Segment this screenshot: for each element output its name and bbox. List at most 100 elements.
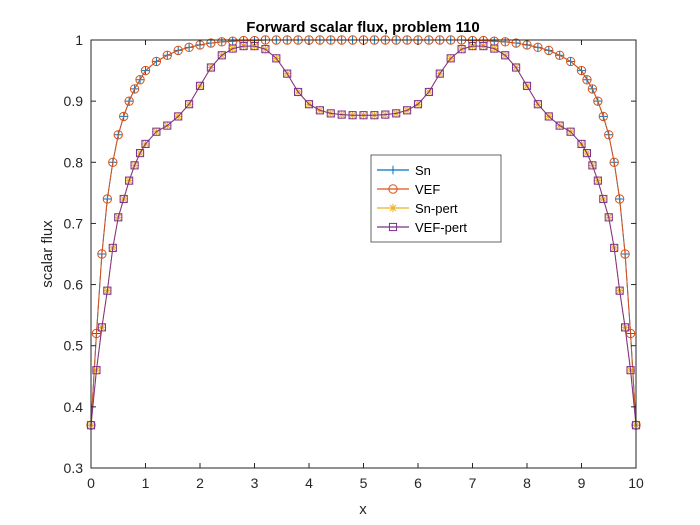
data-point (565, 56, 576, 67)
data-point (206, 38, 216, 48)
data-point (620, 249, 630, 259)
data-point (135, 75, 145, 85)
data-point (614, 194, 625, 204)
legend-marker (388, 184, 398, 194)
y-axis-label: scalar flux (39, 220, 56, 288)
data-point (140, 65, 151, 76)
data-point (239, 42, 248, 51)
x-tick-label: 2 (196, 475, 204, 491)
data-point (102, 194, 113, 204)
y-tick-label: 0.3 (64, 460, 84, 476)
legend-label: VEF-pert (415, 220, 467, 235)
data-point (195, 81, 205, 90)
data-point (392, 109, 401, 118)
data-point (598, 111, 608, 122)
data-point (141, 139, 150, 149)
data-point (125, 176, 134, 185)
data-point (108, 243, 117, 252)
data-point (119, 111, 129, 122)
data-point (522, 81, 532, 90)
data-point (217, 37, 227, 47)
data-point (130, 161, 139, 170)
x-tick-label: 1 (142, 475, 150, 491)
data-point (533, 100, 542, 109)
data-point (348, 111, 357, 120)
data-point (604, 130, 614, 140)
data-point (124, 96, 134, 106)
data-point (435, 69, 444, 78)
data-point (92, 366, 101, 375)
x-axis-label: x (359, 501, 367, 518)
x-tick-label: 10 (628, 475, 644, 491)
data-point (119, 194, 128, 204)
x-tick-label: 0 (87, 475, 95, 491)
data-point (512, 63, 521, 72)
y-tick-label: 1 (75, 32, 83, 48)
data-point (103, 286, 112, 295)
data-point (457, 45, 466, 54)
legend: Sn VEF Sn-pert VEF-pert (370, 154, 502, 243)
data-point (272, 54, 281, 63)
x-tick-label: 9 (578, 475, 586, 491)
data-point (588, 161, 597, 170)
data-point (577, 139, 586, 149)
y-tick-label: 0.6 (64, 277, 84, 293)
data-point (424, 87, 433, 97)
data-point (152, 127, 161, 136)
legend-entry-vef: VEF (377, 182, 440, 197)
data-point (490, 44, 499, 53)
series-vef-pert (86, 42, 641, 430)
data-point (294, 87, 303, 97)
legend-label: VEF (415, 182, 440, 197)
data-point (544, 112, 553, 121)
x-tick-label: 6 (414, 475, 422, 491)
legend-marker (388, 222, 398, 232)
y-tick-label: 0.4 (64, 399, 84, 415)
data-point (500, 37, 510, 47)
data-point (185, 100, 194, 109)
data-point (544, 45, 554, 56)
data-point (501, 51, 510, 60)
data-point (97, 323, 106, 332)
data-point (129, 84, 140, 94)
data-point (261, 45, 270, 54)
legend-entry-vef-pert: VEF-pert (377, 220, 467, 235)
data-point (615, 286, 624, 295)
legend-label: Sn-pert (415, 201, 458, 216)
legend-marker (388, 203, 398, 213)
legend-entry-sn-pert: Sn-pert (377, 201, 458, 216)
data-point (621, 323, 630, 332)
data-point (108, 157, 118, 167)
data-point (533, 42, 543, 53)
x-tick-label: 4 (305, 475, 313, 491)
data-point (135, 149, 145, 158)
y-tick-label: 0.8 (64, 154, 84, 170)
data-point (315, 106, 324, 115)
data-point (555, 50, 565, 60)
data-point (446, 54, 455, 63)
data-point (162, 50, 173, 60)
data-point (599, 194, 608, 204)
y-tick-label: 0.5 (64, 338, 84, 354)
x-tick-label: 3 (251, 475, 259, 491)
y-tick-label: 0.7 (64, 215, 84, 231)
data-point (326, 109, 335, 118)
data-point (582, 149, 592, 158)
data-point (370, 111, 379, 120)
data-point (163, 121, 172, 130)
data-point (576, 65, 587, 76)
tick-layer: 0 1 2 3 4 5 6 7 8 9 10 0.3 0.4 0.5 0.6 0.7 0.8 0.9 1 (64, 32, 644, 491)
data-point (283, 69, 292, 78)
data-point (184, 42, 194, 53)
data-point (566, 127, 575, 136)
data-point (217, 51, 226, 60)
x-tick-label: 7 (469, 475, 477, 491)
data-point (511, 38, 521, 48)
data-point (174, 112, 183, 121)
legend-entry-sn: Sn (377, 163, 431, 178)
data-point (582, 75, 592, 85)
plot-area (91, 40, 636, 468)
data-point (359, 111, 368, 120)
legend-label: Sn (415, 163, 431, 178)
